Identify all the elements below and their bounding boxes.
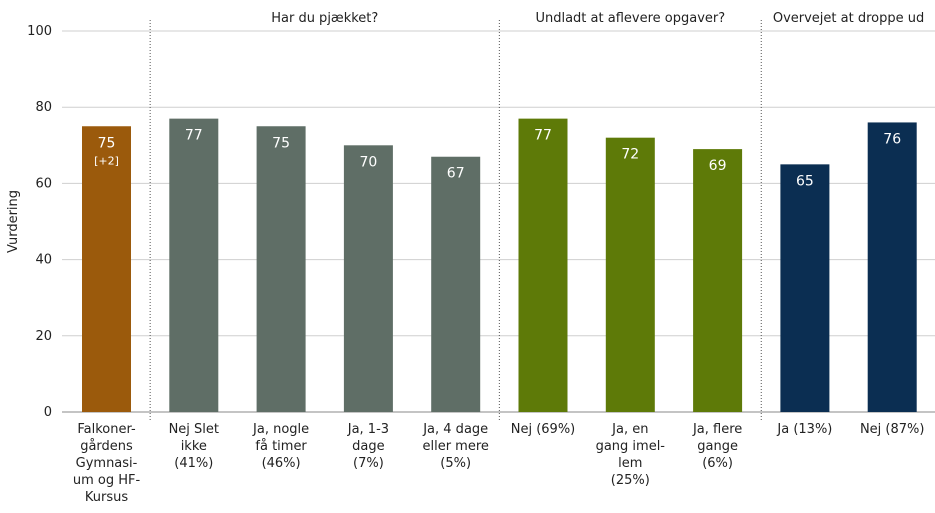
bars: 75 [+2] 77 75 70 67 77 72 69 65 76: [82, 118, 917, 413]
group-label: Undladt at aflevere opgaver?: [535, 11, 725, 26]
bar: [82, 126, 131, 412]
category-label-line: Ja, en: [611, 422, 648, 437]
category-labels: Falkoner-gårdens Gymnasi-um og HF- Kursus N…: [73, 422, 925, 505]
y-tick-label: 60: [35, 176, 52, 191]
group-labels: Har du pjækket? Undladt at aflevere opgav…: [271, 11, 924, 26]
category-label-line: Kursus: [85, 490, 128, 505]
bar: [605, 137, 655, 412]
bar: [693, 149, 743, 413]
bar-value-label: 77: [534, 128, 552, 144]
category-label-line: Nej (69%): [511, 422, 576, 437]
category-label: Ja, en gang imel-lem (25%): [596, 422, 666, 488]
bar: [431, 156, 481, 412]
group-label: Har du pjækket?: [271, 11, 378, 26]
y-tick-label: 0: [44, 405, 52, 420]
category-label-line: lem: [618, 456, 642, 471]
group-label: Overvejet at droppe ud: [773, 11, 924, 26]
bar-value-label: 75: [272, 135, 290, 151]
category-label-line: gårdens: [80, 439, 133, 454]
category-label-line: Ja, 1-3: [347, 422, 389, 437]
category-label-line: (5%): [440, 456, 471, 471]
category-label: Ja, 4 dage eller mere (5%): [422, 422, 489, 471]
bar-value-label: 69: [709, 158, 727, 174]
y-tick-label: 40: [35, 253, 52, 268]
bar: [518, 118, 568, 412]
bar-value-label: 65: [796, 173, 814, 189]
category-label: Nej Slet ikke (41%): [169, 422, 219, 471]
category-label-line: Nej Slet: [169, 422, 219, 437]
category-label-line: (6%): [702, 456, 733, 471]
category-label: Nej (69%): [511, 422, 576, 437]
y-axis: 0 20 40 60 80 100: [27, 24, 52, 420]
category-label-line: gange: [697, 439, 738, 454]
category-label-line: Ja, flere: [692, 422, 742, 437]
category-label-line: (46%): [262, 456, 301, 471]
category-label: Ja, 1-3 dage (7%): [347, 422, 389, 471]
bar: [343, 145, 393, 413]
y-tick-label: 80: [35, 100, 52, 115]
bar-value-label: 70: [359, 154, 377, 170]
category-label: Nej (87%): [860, 422, 925, 437]
category-label-line: Ja, nogle: [252, 422, 309, 437]
y-tick-label: 20: [35, 329, 52, 344]
bar-value-label: 75: [98, 135, 116, 151]
category-label-line: Gymnasi-: [76, 456, 138, 471]
bar: [256, 126, 306, 412]
bar: [780, 164, 830, 412]
category-label: Ja, flere gange (6%): [692, 422, 742, 471]
category-label-line: (41%): [174, 456, 213, 471]
category-label-line: eller mere: [422, 439, 488, 454]
category-label-line: (7%): [353, 456, 384, 471]
bar: [169, 118, 219, 412]
category-label-line: um og HF-: [73, 473, 141, 488]
bar-change-label: [+2]: [94, 154, 119, 167]
bar: [867, 122, 917, 412]
category-label-line: Falkoner-: [77, 422, 136, 437]
group-separators: [149, 20, 762, 420]
bar-value-label: 76: [883, 131, 901, 147]
category-label-line: ikke: [181, 439, 207, 454]
category-label-line: gang imel-: [596, 439, 666, 454]
category-label: Ja, nogle få timer (46%): [252, 422, 309, 471]
category-label: Falkoner-gårdens Gymnasi-um og HF- Kursus: [73, 422, 141, 505]
y-axis-label: Vurdering: [6, 190, 21, 253]
category-label: Ja (13%): [776, 422, 832, 437]
category-label-line: (25%): [611, 473, 650, 488]
bar-value-label: 77: [185, 128, 203, 144]
bar-value-label: 67: [447, 166, 465, 182]
category-label-line: få timer: [255, 439, 307, 454]
category-label-line: dage: [352, 439, 384, 454]
bar-value-label: 72: [621, 147, 639, 163]
category-label-line: Ja, 4 dage: [422, 422, 488, 437]
category-label-line: Nej (87%): [860, 422, 925, 437]
y-tick-label: 100: [27, 24, 52, 39]
category-label-line: Ja (13%): [776, 422, 832, 437]
